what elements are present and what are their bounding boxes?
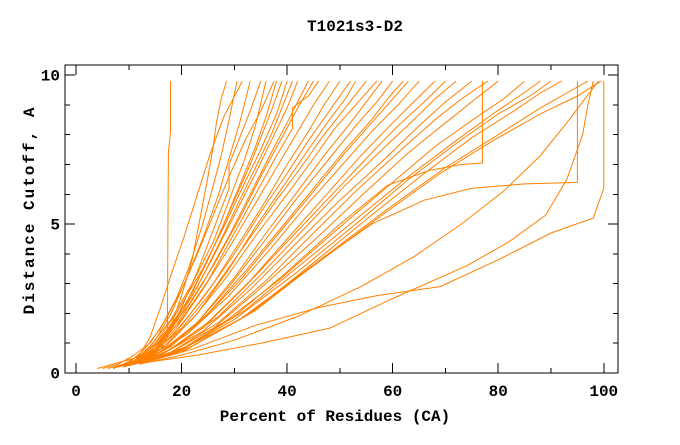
model-curve-3 bbox=[112, 80, 238, 369]
model-curve-27 bbox=[128, 80, 446, 367]
model-curve-44 bbox=[102, 80, 275, 369]
x-tick-label: 100 bbox=[589, 383, 618, 401]
model-curve-15 bbox=[123, 80, 330, 368]
x-tick-label: 40 bbox=[278, 383, 297, 401]
y-tick-label: 10 bbox=[41, 68, 60, 86]
model-curve-5 bbox=[128, 80, 262, 367]
model-curve-35 bbox=[133, 80, 552, 365]
axis-ticks: 0 20 40 60 80 100 0 5 10 bbox=[41, 65, 618, 401]
model-curve-33 bbox=[128, 80, 525, 367]
model-curve-40 bbox=[139, 81, 605, 365]
model-curve-6 bbox=[118, 80, 267, 368]
model-curve-28 bbox=[139, 80, 457, 365]
y-axis-label: Distance Cutoff, A bbox=[21, 106, 39, 315]
model-curve-1 bbox=[97, 81, 171, 369]
model-curve-39 bbox=[133, 80, 602, 365]
model-curve-9 bbox=[112, 80, 288, 369]
x-axis-label: Percent of Residues (CA) bbox=[220, 408, 450, 426]
model-curve-26 bbox=[133, 80, 436, 365]
x-tick-label: 60 bbox=[383, 383, 402, 401]
model-curve-13 bbox=[118, 80, 314, 368]
model-curve-30 bbox=[133, 80, 488, 365]
x-tick-label: 80 bbox=[489, 383, 508, 401]
model-curve-24 bbox=[128, 80, 409, 367]
model-curve-17 bbox=[118, 80, 351, 368]
model-curve-42 bbox=[139, 80, 599, 365]
y-tick-label: 0 bbox=[50, 366, 60, 384]
model-curve-25 bbox=[118, 80, 420, 368]
model-curve-34 bbox=[144, 80, 541, 364]
model-curves bbox=[97, 80, 605, 369]
model-curve-21 bbox=[128, 80, 383, 367]
model-curve-14 bbox=[133, 80, 320, 364]
y-tick-label: 5 bbox=[50, 217, 60, 235]
model-curve-16 bbox=[128, 80, 341, 367]
model-curve-11 bbox=[123, 80, 299, 367]
model-curve-19 bbox=[123, 80, 367, 367]
x-tick-label: 0 bbox=[71, 383, 81, 401]
model-curve-41 bbox=[144, 80, 594, 364]
model-curve-29 bbox=[123, 80, 473, 368]
model-curve-20 bbox=[133, 80, 378, 365]
plot-frame bbox=[64, 64, 619, 374]
model-curve-22 bbox=[123, 80, 394, 368]
x-tick-label: 20 bbox=[172, 383, 191, 401]
model-curve-37 bbox=[128, 81, 578, 367]
model-curve-43 bbox=[107, 80, 243, 369]
chart-title: T1021s3-D2 bbox=[307, 18, 403, 36]
